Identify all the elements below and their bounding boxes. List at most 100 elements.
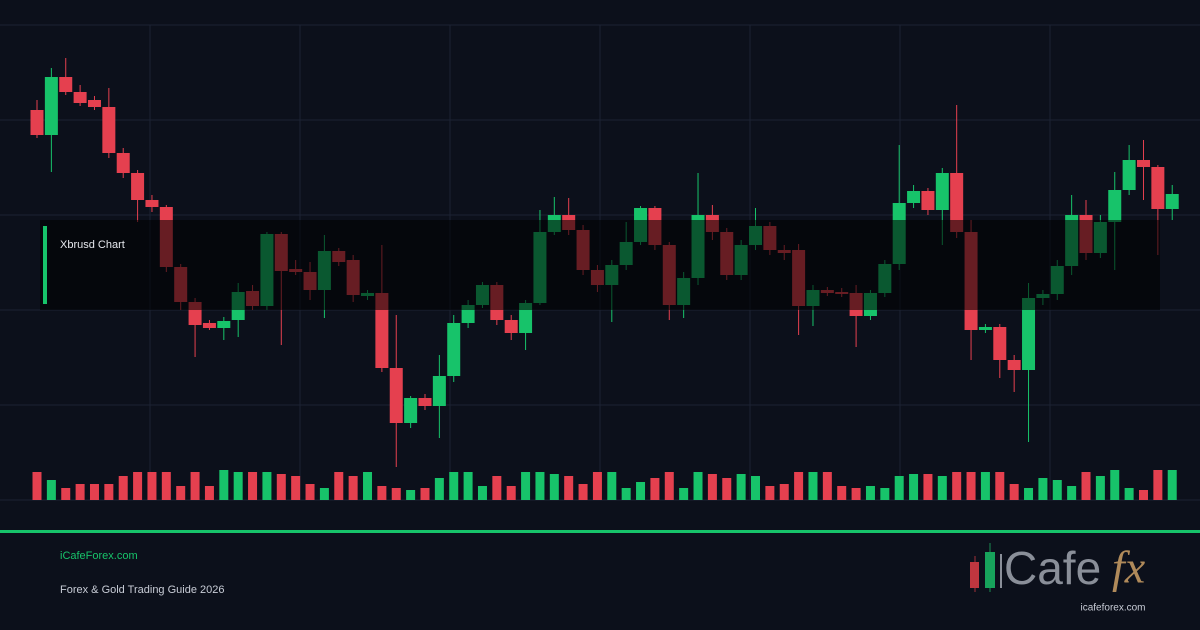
candle-body [993,327,1007,360]
volume-bar [492,476,502,500]
volume-bar [636,482,646,500]
volume-bar [1067,486,1077,500]
volume-bar [664,472,674,500]
volume-bar [937,476,947,500]
candle-body [418,398,432,406]
volume-bar [334,472,344,500]
volume-bar [1138,490,1148,500]
candle-body [504,320,518,333]
volume-bar [851,488,861,500]
volume-bar [75,484,85,500]
volume-bar [722,478,732,500]
volume-bar [592,472,602,500]
volume-bar [463,472,473,500]
volume-bar [147,472,157,500]
candle-body [447,323,461,376]
candle-body [116,153,130,173]
volume-bar [319,488,329,500]
volume-bar [751,476,760,500]
volume-bar [190,472,200,500]
volume-bar [219,470,229,500]
volume-bar [420,488,430,500]
site-name: iCafeForex.com [60,550,138,562]
volume-bar [1110,470,1120,500]
candle-body [1151,167,1165,209]
candle-body [87,100,101,107]
logo-accent: fx [1112,542,1146,593]
candle-body [1165,194,1179,209]
candle-body [1022,298,1036,370]
volume-bar [765,486,775,500]
volume-bar [449,472,459,500]
candle-body [102,107,116,153]
volume-bar [1081,472,1091,500]
volume-bar [1153,470,1163,500]
volume-bar [291,476,301,500]
volume-bar [32,472,42,500]
volume-bar [736,474,746,500]
volume-bar [521,472,531,500]
volume-bar [161,472,171,500]
candle-body [921,191,935,210]
candle-body [1007,360,1021,370]
volume-bar [406,490,416,500]
candle-body [404,398,418,423]
volume-bar [779,484,789,500]
volume-bar [980,472,990,500]
candle-body [978,327,992,330]
volume-bar [434,478,444,500]
volume-bar [506,486,516,500]
footer-subtitle: Forex & Gold Trading Guide 2026 [60,584,224,596]
candle-body [432,376,446,406]
volume-bar [549,474,559,500]
candle-body [1108,190,1122,222]
volume-bar [794,472,804,500]
volume-bar [1167,470,1177,500]
candle-body [73,92,87,103]
volume-bar [477,486,487,500]
divider [0,530,1200,533]
volume-bar [679,488,689,500]
candle-body [30,110,44,135]
label-panel [40,220,1160,310]
volume-bar [923,474,933,500]
volume-bar [952,472,962,500]
volume-bar [808,472,818,500]
volume-bar [650,478,660,500]
candle-body [202,323,216,328]
volume-bar [46,480,56,500]
volume-bar [1038,478,1048,500]
candle-body [217,321,231,328]
volume-bar [894,476,904,500]
label-accent [43,226,47,304]
candle-body [131,173,145,200]
volume-bar [305,484,315,500]
volume-bar [262,472,272,500]
chart-title: Xbrusd Chart [60,239,125,251]
volume-bar [89,484,99,500]
candle-body [519,303,533,333]
candle-body [950,173,964,232]
logo-url: icafeforex.com [1080,603,1145,614]
volume-bar [909,474,919,500]
volume-bar [104,484,114,500]
logo-icon [970,543,1002,592]
volume-bar [822,472,832,500]
candle-body [389,368,403,423]
candle-body [1136,160,1150,167]
volume-bar [61,488,71,500]
volume-bar [248,472,258,500]
candle-body [145,200,159,207]
volume-bar [377,486,387,500]
candle-body [375,293,389,368]
volume-bar [176,486,186,500]
volume-bar [966,472,976,500]
volume-bar [1009,484,1019,500]
volume-bar [1024,488,1034,500]
volume-bar [621,488,631,500]
candle-body [1122,160,1136,190]
volume-bar [693,472,703,500]
volume-bar [578,484,588,500]
